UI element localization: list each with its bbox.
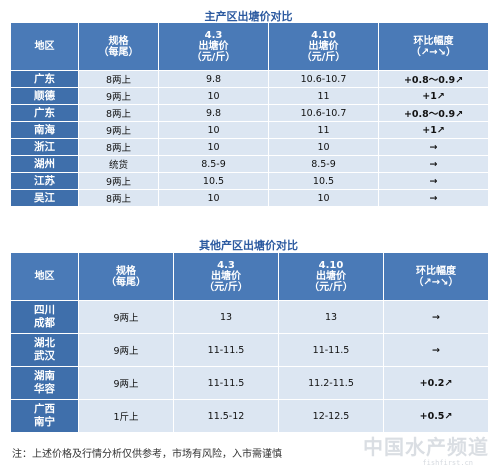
change-cell: → — [383, 300, 489, 334]
change-cell: → — [378, 189, 489, 207]
change-cell: +0.5↗ — [383, 399, 489, 433]
watermark-url: fishfirst.cn — [422, 459, 473, 467]
watermark-logo: 中国水产频道 — [363, 435, 489, 459]
price1-cell: 11-11.5 — [173, 333, 279, 367]
disclaimer-note: 注：上述价格及行情分析仅供参考，市场有风险，入市需谨慎 — [12, 449, 282, 460]
spec-cell: 1斤上 — [78, 399, 174, 433]
header-date1: 4.3 出塘价 （元/斤） — [158, 22, 269, 71]
header-region: 地区 — [10, 252, 79, 301]
change-cell: +0.8～0.9↗ — [378, 104, 489, 122]
price2-cell: 10.6-10.7 — [268, 104, 379, 122]
spec-cell: 9两上 — [78, 121, 159, 139]
table-row: 广东 8两上 9.8 10.6-10.7 +0.8～0.9↗ — [10, 104, 489, 122]
main-region-price-table: 地区 规格 （每尾） 4.3 出塘价 （元/斤） 4.10 出塘价 （元/斤） 环比幅度（… — [10, 22, 489, 207]
price1-cell: 11-11.5 — [173, 366, 279, 400]
change-cell: → — [383, 333, 489, 367]
price1-cell: 10 — [158, 87, 269, 105]
region-cell: 南海 — [10, 121, 79, 139]
change-cell: +0.8～0.9↗ — [378, 70, 489, 88]
price2-cell: 11.2-11.5 — [278, 366, 384, 400]
region-cell: 湖北 武汉 — [10, 333, 79, 367]
price1-cell: 10 — [158, 138, 269, 156]
change-cell: → — [378, 172, 489, 190]
price2-cell: 13 — [278, 300, 384, 334]
region-cell: 江苏 — [10, 172, 79, 190]
price1-cell: 10 — [158, 189, 269, 207]
header-date1: 4.3 出塘价 （元/斤） — [173, 252, 279, 301]
spec-cell: 8两上 — [78, 138, 159, 156]
spec-cell: 9两上 — [78, 300, 174, 334]
spec-cell: 9两上 — [78, 172, 159, 190]
spec-cell: 统货 — [78, 155, 159, 173]
price2-cell: 10 — [268, 189, 379, 207]
region-cell: 广西 南宁 — [10, 399, 79, 433]
price1-cell: 9.8 — [158, 70, 269, 88]
region-cell: 浙江 — [10, 138, 79, 156]
table-row: 顺德 9两上 10 11 +1↗ — [10, 87, 489, 105]
header-region: 地区 — [10, 22, 79, 71]
change-cell: → — [378, 155, 489, 173]
header-spec: 规格 （每尾） — [78, 252, 174, 301]
table-row: 江苏 9两上 10.5 10.5 → — [10, 172, 489, 190]
price2-cell: 10.6-10.7 — [268, 70, 379, 88]
spec-cell: 9两上 — [78, 366, 174, 400]
price1-cell: 8.5-9 — [158, 155, 269, 173]
price1-cell: 11.5-12 — [173, 399, 279, 433]
change-cell: +1↗ — [378, 87, 489, 105]
other-region-price-table: 地区 规格 （每尾） 4.3 出塘价 （元/斤） 4.10 出塘价 （元/斤） 环比幅度（… — [10, 252, 489, 433]
region-cell: 广东 — [10, 70, 79, 88]
table-row: 广东 8两上 9.8 10.6-10.7 +0.8～0.9↗ — [10, 70, 489, 88]
price1-cell: 9.8 — [158, 104, 269, 122]
table2-title: 其他产区出塘价对比 — [199, 239, 298, 252]
spec-cell: 8两上 — [78, 104, 159, 122]
price1-cell: 13 — [173, 300, 279, 334]
price2-cell: 11 — [268, 121, 379, 139]
change-cell: +1↗ — [378, 121, 489, 139]
region-cell: 四川 成都 — [10, 300, 79, 334]
header-date2: 4.10 出塘价 （元/斤） — [278, 252, 384, 301]
price2-cell: 12-12.5 — [278, 399, 384, 433]
region-cell: 湖南 华容 — [10, 366, 79, 400]
region-cell: 吴江 — [10, 189, 79, 207]
region-cell: 广东 — [10, 104, 79, 122]
table-row: 湖州 统货 8.5-9 8.5-9 → — [10, 155, 489, 173]
price2-cell: 10 — [268, 138, 379, 156]
header-change: 环比幅度 （↗→↘） — [383, 252, 489, 301]
spec-cell: 9两上 — [78, 87, 159, 105]
price2-cell: 11 — [268, 87, 379, 105]
change-cell: +0.2↗ — [383, 366, 489, 400]
region-cell: 湖州 — [10, 155, 79, 173]
price1-cell: 10.5 — [158, 172, 269, 190]
price2-cell: 10.5 — [268, 172, 379, 190]
header-change: 环比幅度 （↗→↘） — [378, 22, 489, 71]
spec-cell: 9两上 — [78, 333, 174, 367]
price2-cell: 8.5-9 — [268, 155, 379, 173]
price2-cell: 11-11.5 — [278, 333, 384, 367]
header-spec: 规格 （每尾） — [78, 22, 159, 71]
table-row: 浙江 8两上 10 10 → — [10, 138, 489, 156]
spec-cell: 8两上 — [78, 189, 159, 207]
header-date2: 4.10 出塘价 （元/斤） — [268, 22, 379, 71]
region-cell: 顺德 — [10, 87, 79, 105]
change-cell: → — [378, 138, 489, 156]
table-row: 吴江 8两上 10 10 → — [10, 189, 489, 207]
table-row: 湖北 武汉 9两上 11-11.5 11-11.5 → — [10, 333, 489, 367]
table-row: 四川 成都 9两上 13 13 → — [10, 300, 489, 334]
spec-cell: 8两上 — [78, 70, 159, 88]
price1-cell: 10 — [158, 121, 269, 139]
table-row: 广西 南宁 1斤上 11.5-12 12-12.5 +0.5↗ — [10, 399, 489, 433]
table-row: 南海 9两上 10 11 +1↗ — [10, 121, 489, 139]
table-row: 湖南 华容 9两上 11-11.5 11.2-11.5 +0.2↗ — [10, 366, 489, 400]
table1-title: 主产区出塘价对比 — [204, 10, 293, 23]
